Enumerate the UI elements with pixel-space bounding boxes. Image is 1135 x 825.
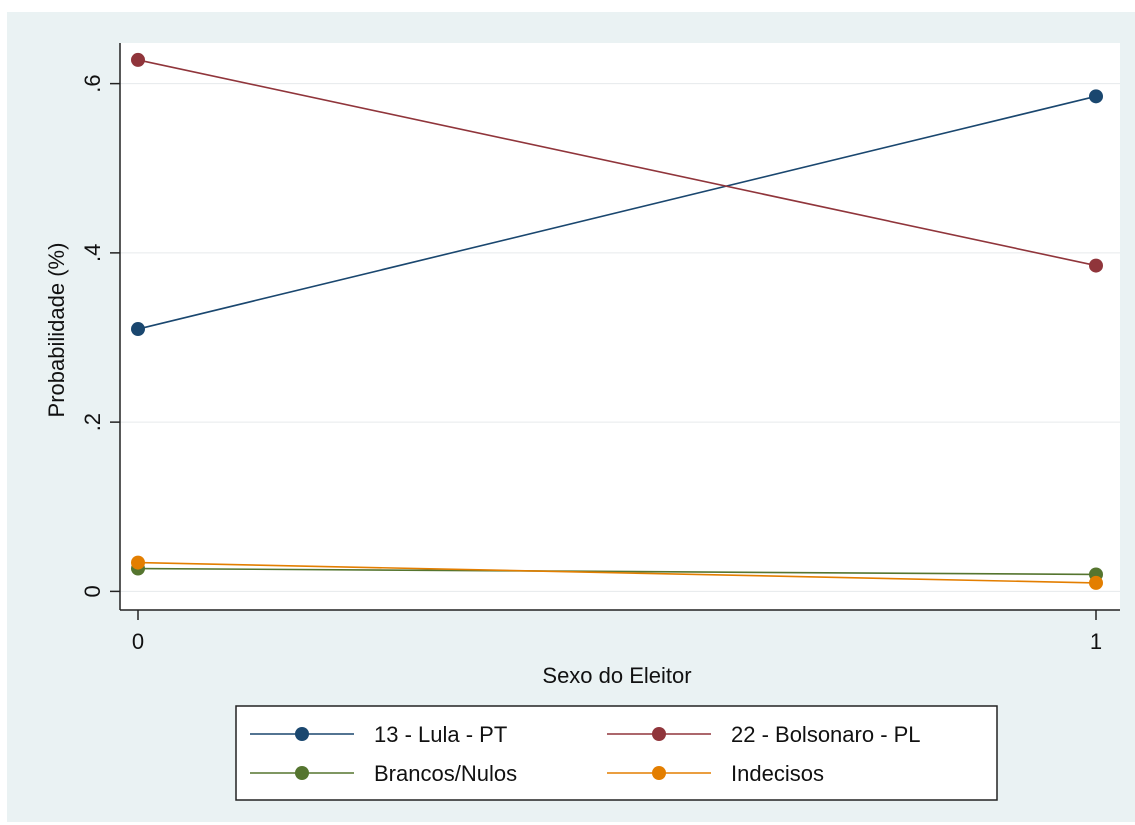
- data-point: [131, 52, 145, 67]
- legend-swatch-marker: [295, 766, 309, 780]
- series-line: [137, 59, 1097, 267]
- series-line: [137, 567, 1097, 576]
- grid-lines: [120, 83, 1120, 592]
- y-axis-label: Probabilidade (%): [44, 243, 69, 418]
- plot-area: [120, 43, 1120, 610]
- data-point: [1089, 575, 1103, 590]
- x-tick-label: 1: [1090, 629, 1102, 654]
- series-lines: [137, 59, 1097, 584]
- legend-swatch-marker: [295, 727, 309, 741]
- series-line: [137, 561, 1097, 584]
- legend: 13 - Lula - PT 22 - Bolsonaro - PL Brancos…: [250, 722, 921, 786]
- series-line: [137, 95, 1097, 330]
- y-axis-ticks: 0 .2 .4 .6: [80, 74, 120, 598]
- legend-label: Indecisos: [731, 761, 824, 786]
- y-tick-label: .4: [80, 244, 105, 262]
- legend-label: 13 - Lula - PT: [374, 722, 507, 747]
- legend-swatch-marker: [652, 727, 666, 741]
- data-point: [1089, 89, 1103, 104]
- x-axis-label: Sexo do Eleitor: [542, 663, 691, 688]
- series-points: [131, 52, 1103, 590]
- y-tick-label: .6: [80, 74, 105, 92]
- data-point: [1089, 258, 1103, 273]
- data-point: [131, 555, 145, 570]
- legend-swatch-marker: [652, 766, 666, 780]
- y-tick-label: 0: [80, 585, 105, 597]
- y-tick-label: .2: [80, 413, 105, 431]
- legend-label: 22 - Bolsonaro - PL: [731, 722, 921, 747]
- x-tick-label: 0: [132, 629, 144, 654]
- data-point: [131, 322, 145, 337]
- legend-label: Brancos/Nulos: [374, 761, 517, 786]
- legend-box: [235, 705, 998, 801]
